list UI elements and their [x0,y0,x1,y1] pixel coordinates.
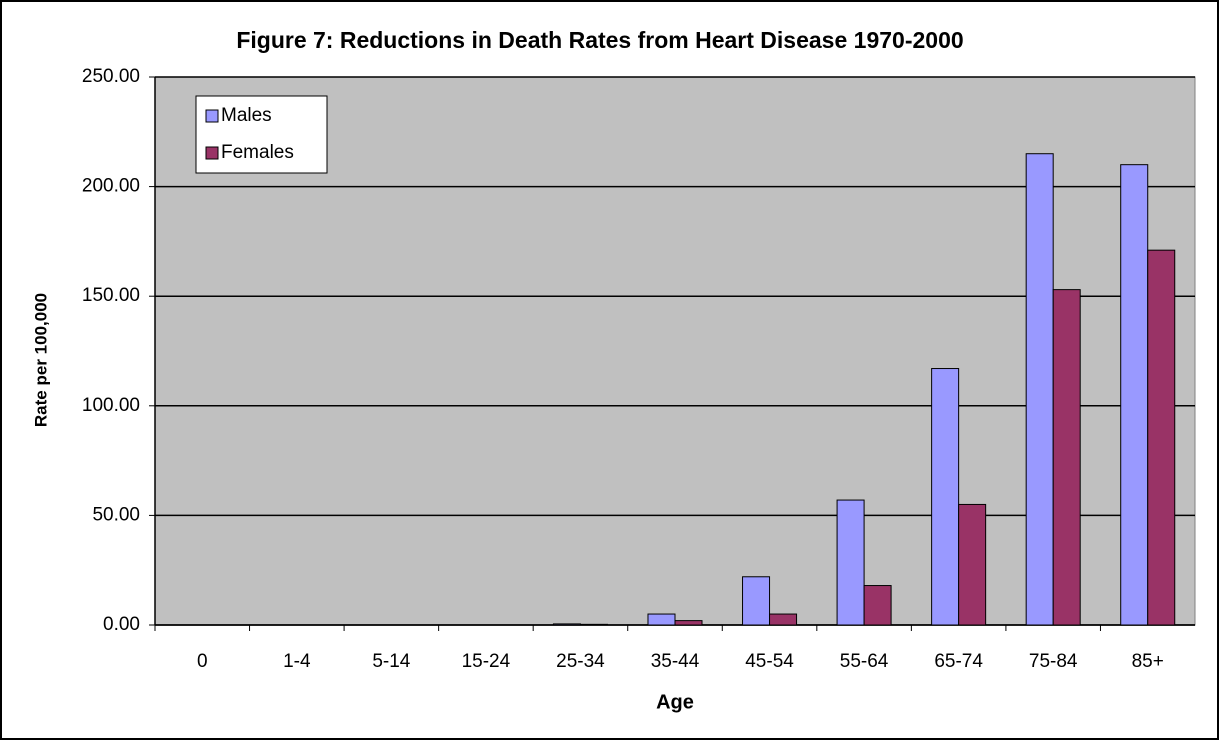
x-axis-label: Age [656,691,694,713]
x-tick-label: 45-54 [745,651,794,672]
bar [1025,153,1054,626]
x-tick-label: 5-14 [372,651,410,672]
y-tick-label: 200.00 [82,176,140,197]
y-tick-label: 250.00 [82,66,140,87]
plot-area [154,76,1196,626]
y-tick-label: 150.00 [82,285,140,306]
x-tick-label: 25-34 [556,651,605,672]
bar [1120,164,1149,626]
x-tick-label: 65-74 [934,651,983,672]
y-tick-label: 50.00 [92,504,140,525]
x-tick-label: 55-64 [840,651,889,672]
bar [958,503,987,626]
y-axis-label: Rate per 100,000 [31,293,50,427]
y-tick-label: 100.00 [82,395,140,416]
bar [647,613,676,626]
x-tick-label: 15-24 [462,651,511,672]
bar [674,620,703,626]
bar [836,499,865,626]
chart-title: Figure 7: Reductions in Death Rates from… [236,27,963,53]
x-tick-label: 35-44 [651,651,700,672]
bar [579,623,608,626]
legend-swatch [205,146,219,160]
bar [1052,289,1081,626]
y-tick-label: 0.00 [103,614,140,635]
legend-label: Females [221,142,294,163]
bar [742,576,771,626]
legend-swatch [205,109,219,123]
x-tick-label: 1-4 [283,651,311,672]
x-tick-label: 0 [197,651,208,672]
legend-box [195,95,328,174]
bar [863,585,892,626]
legend-label: Males [221,105,272,126]
x-tick-label: 85+ [1132,651,1164,672]
x-tick-label: 75-84 [1029,651,1078,672]
bar [1147,249,1176,626]
bar [769,613,798,626]
bar [931,368,960,626]
bar [552,623,581,626]
